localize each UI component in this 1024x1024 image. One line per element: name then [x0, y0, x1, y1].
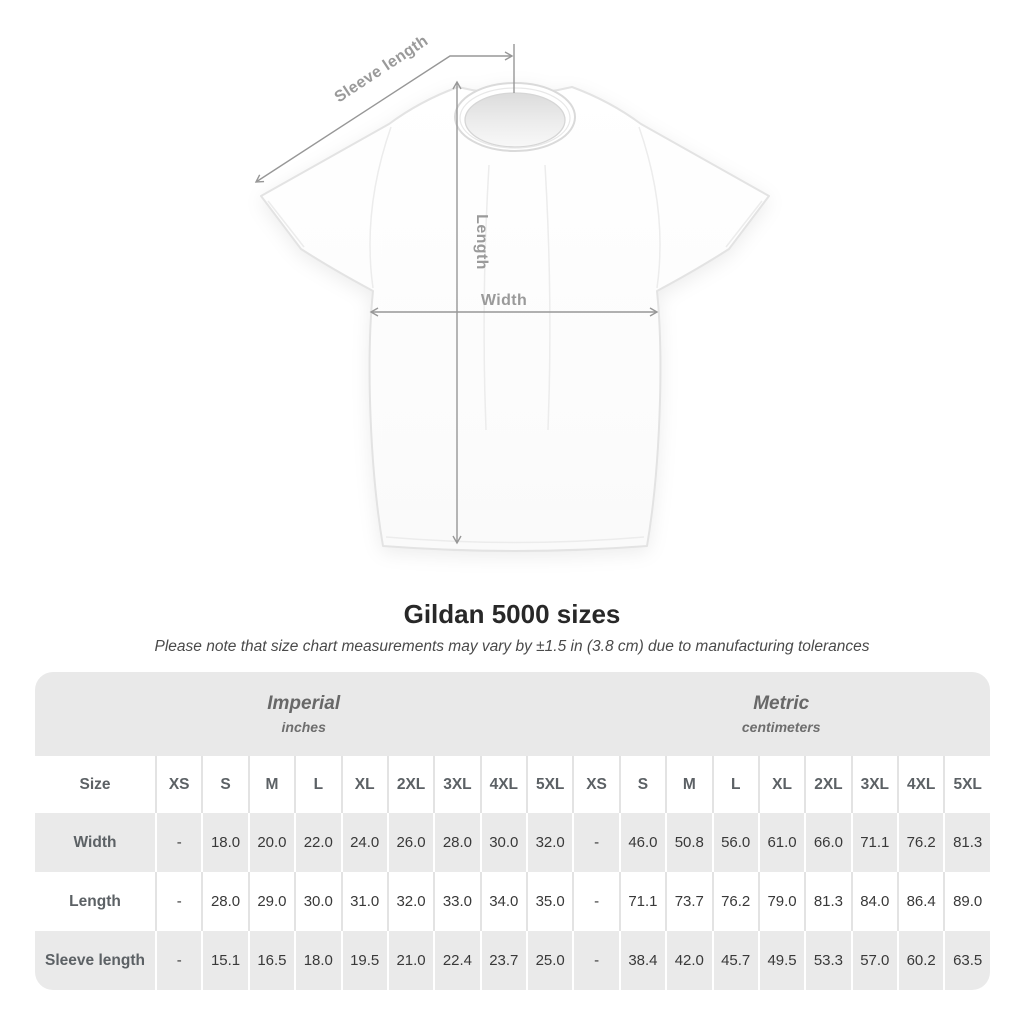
size-header-cell: L [294, 756, 341, 813]
metric-band: Metric centimeters [572, 672, 990, 756]
table-row: Length -28.0 29.0 30.0 31.0 32.0 33.0 34.0 35.0-… [35, 872, 990, 931]
value-cell: 71.1 [618, 872, 666, 931]
value-cell: 42.0 [665, 931, 712, 990]
value-cell: 15.1 [201, 931, 248, 990]
value-cell: 50.8 [665, 813, 712, 872]
size-header-cell: L [711, 756, 758, 813]
size-header-cell: XL [757, 756, 805, 813]
value-cell: 66.0 [804, 813, 851, 872]
page-title: Gildan 5000 sizes [403, 599, 621, 629]
value-cell: 30.0 [479, 813, 526, 872]
value-cell: 18.0 [201, 813, 248, 872]
value-cell: 56.0 [711, 813, 758, 872]
tshirt-illustration [260, 82, 770, 552]
size-header-cell: S [201, 756, 248, 813]
size-header-cell: 5XL [943, 756, 990, 813]
size-header-cell: 2XL [804, 756, 851, 813]
value-cell: - [572, 872, 619, 931]
value-cell: 71.1 [850, 813, 897, 872]
width-label: Width [481, 292, 527, 309]
size-header-cell: XL [340, 756, 387, 813]
value-cell: 25.0 [526, 931, 573, 990]
title-block: Gildan 5000 sizes Please note that size … [0, 599, 1024, 656]
value-cell: 22.0 [294, 813, 341, 872]
value-cell: 49.5 [757, 931, 805, 990]
value-cell: 81.3 [804, 872, 851, 931]
value-cell: 32.0 [526, 813, 573, 872]
value-cell: 18.0 [294, 931, 341, 990]
unit-band-row: Imperial inches Metric centimeters [35, 672, 990, 756]
value-cell: 28.0 [201, 872, 248, 931]
size-header-cell: 4XL [897, 756, 944, 813]
size-header-cell: 3XL [850, 756, 897, 813]
value-cell: 61.0 [757, 813, 805, 872]
imperial-label: Imperial [267, 693, 341, 714]
value-cell: 53.3 [804, 931, 851, 990]
imperial-sublabel: inches [281, 719, 326, 735]
value-cell: - [572, 813, 619, 872]
value-cell: - [155, 872, 202, 931]
sleeve-length-label: Sleeve length [332, 32, 432, 106]
tolerance-note: Please note that size chart measurements… [154, 638, 870, 655]
size-col-header: Size [35, 756, 155, 813]
metric-label: Metric [753, 693, 810, 714]
table-row: Sleeve length -15.1 16.5 18.0 19.5 21.0 22.4 23… [35, 931, 990, 990]
value-cell: 16.5 [247, 931, 295, 990]
size-header-cell: 2XL [386, 756, 434, 813]
value-cell: 23.7 [479, 931, 526, 990]
imperial-band: Imperial inches [35, 672, 573, 756]
size-header-row: Size XS S M L XL 2XL 3XL 4XL 5XL XS S M L XL 2XL 3XL 4XL 5… [35, 756, 990, 813]
value-cell: 21.0 [386, 931, 434, 990]
sleeve-length-arrow [254, 51, 514, 183]
row-label: Length [35, 872, 155, 931]
value-cell: 46.0 [618, 813, 666, 872]
size-header-cell: XS [572, 756, 619, 813]
value-cell: 81.3 [943, 813, 990, 872]
value-cell: 26.0 [386, 813, 434, 872]
value-cell: 76.2 [711, 872, 758, 931]
size-header-cell: XS [155, 756, 202, 813]
tshirt-measurement-diagram: Sleeve length Length Width [254, 32, 770, 552]
value-cell: 84.0 [850, 872, 897, 931]
value-cell: 79.0 [757, 872, 805, 931]
value-cell: 76.2 [897, 813, 944, 872]
size-header-cell: M [247, 756, 295, 813]
value-cell: 86.4 [897, 872, 944, 931]
value-cell: 29.0 [247, 872, 295, 931]
value-cell: 57.0 [850, 931, 897, 990]
value-cell: 89.0 [943, 872, 990, 931]
table-row: Width -18.0 20.0 22.0 24.0 26.0 28.0 30.0 32.0-4… [35, 813, 990, 872]
size-header-cell: 3XL [433, 756, 480, 813]
row-label: Sleeve length [35, 931, 155, 990]
size-header-cell: 5XL [526, 756, 573, 813]
value-cell: 20.0 [247, 813, 295, 872]
value-cell: 34.0 [479, 872, 526, 931]
value-cell: 63.5 [943, 931, 990, 990]
value-cell: 60.2 [897, 931, 944, 990]
value-cell: 24.0 [340, 813, 387, 872]
value-cell: 31.0 [340, 872, 387, 931]
value-cell: - [155, 813, 202, 872]
row-label: Width [35, 813, 155, 872]
value-cell: 33.0 [433, 872, 480, 931]
length-label: Length [473, 214, 490, 270]
value-cell: 32.0 [386, 872, 434, 931]
metric-sublabel: centimeters [741, 719, 821, 735]
value-cell: 73.7 [665, 872, 712, 931]
size-header-cell: 4XL [479, 756, 526, 813]
value-cell: 38.4 [618, 931, 666, 990]
value-cell: - [572, 931, 619, 990]
value-cell: 45.7 [711, 931, 758, 990]
size-header-cell: M [665, 756, 712, 813]
size-header-cell: S [618, 756, 666, 813]
value-cell: 35.0 [526, 872, 573, 931]
value-cell: - [155, 931, 202, 990]
size-chart-table: Imperial inches Metric centimeters Size X… [35, 672, 990, 990]
value-cell: 30.0 [294, 872, 341, 931]
value-cell: 22.4 [433, 931, 480, 990]
value-cell: 28.0 [433, 813, 480, 872]
value-cell: 19.5 [340, 931, 387, 990]
